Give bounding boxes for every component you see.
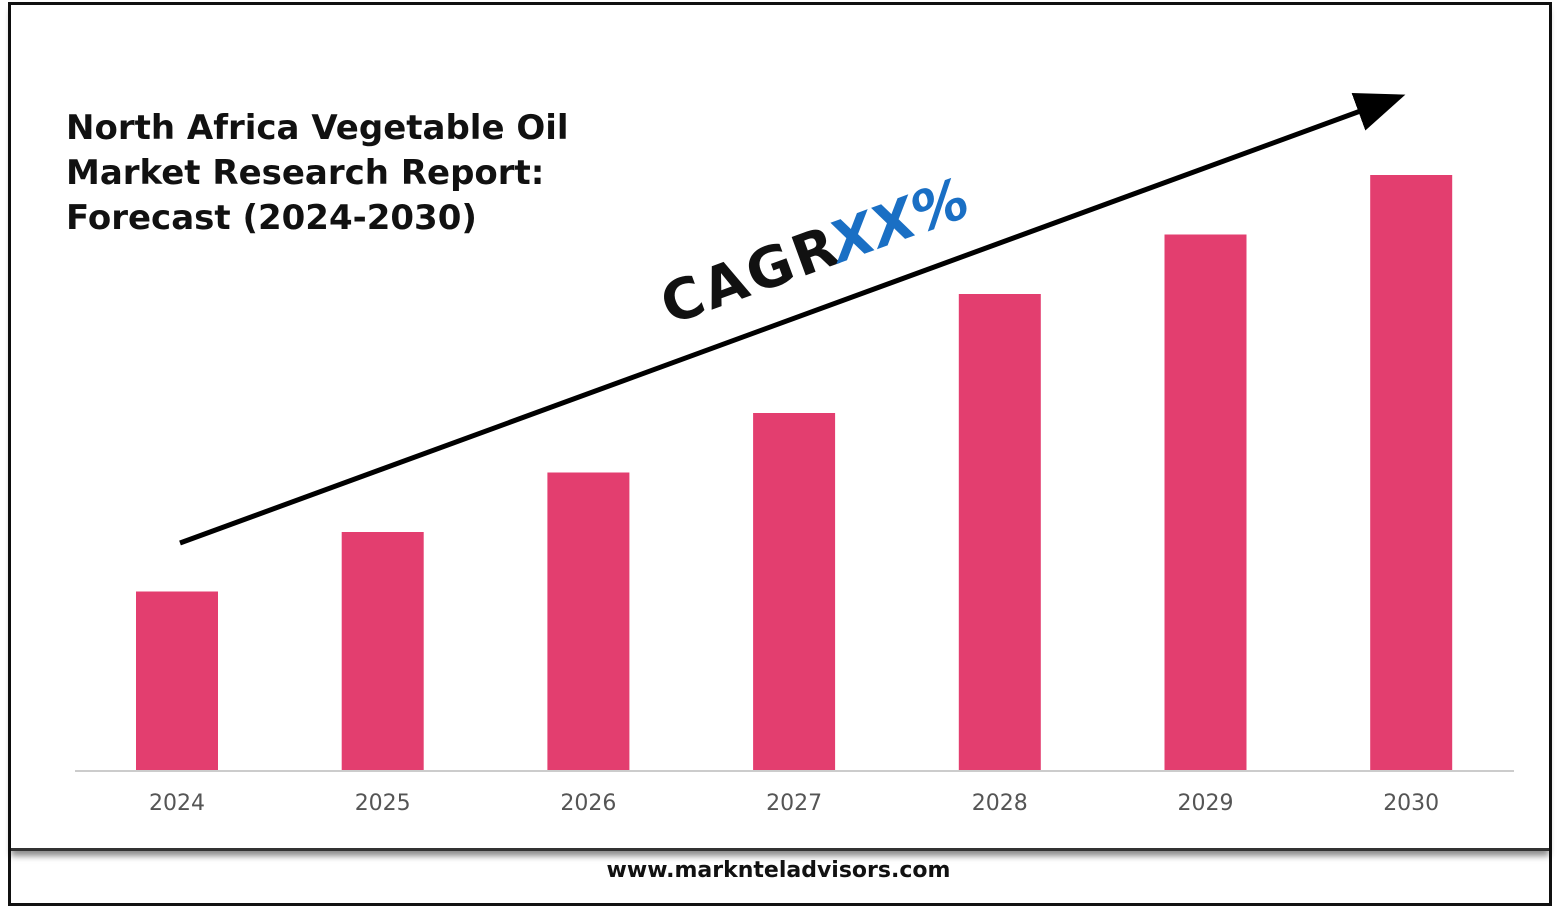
- bar-2030: [1370, 175, 1453, 770]
- bar-2027: [753, 413, 836, 770]
- x-tick-label: 2025: [355, 791, 411, 816]
- website-footer: www.marknteladvisors.com: [606, 858, 951, 883]
- trend-arrow: [179, 92, 1406, 546]
- x-tick-label: 2024: [149, 791, 205, 816]
- x-tick-label: 2029: [1178, 791, 1234, 816]
- bar-2026: [547, 472, 630, 770]
- cagr-label: CAGR: [652, 213, 849, 338]
- chart-title: North Africa Vegetable Oil Market Resear…: [66, 108, 569, 238]
- bar-2025: [341, 532, 424, 770]
- chart-area: [11, 5, 1549, 851]
- chart-frame: [8, 2, 1552, 906]
- x-tick-label: 2030: [1383, 791, 1439, 816]
- bar-2028: [958, 294, 1041, 770]
- bar-2029: [1164, 234, 1247, 770]
- x-tick-label: 2028: [972, 791, 1028, 816]
- x-tick-label: 2026: [560, 791, 616, 816]
- x-tick-label: 2027: [766, 791, 822, 816]
- bar-2024: [136, 591, 218, 770]
